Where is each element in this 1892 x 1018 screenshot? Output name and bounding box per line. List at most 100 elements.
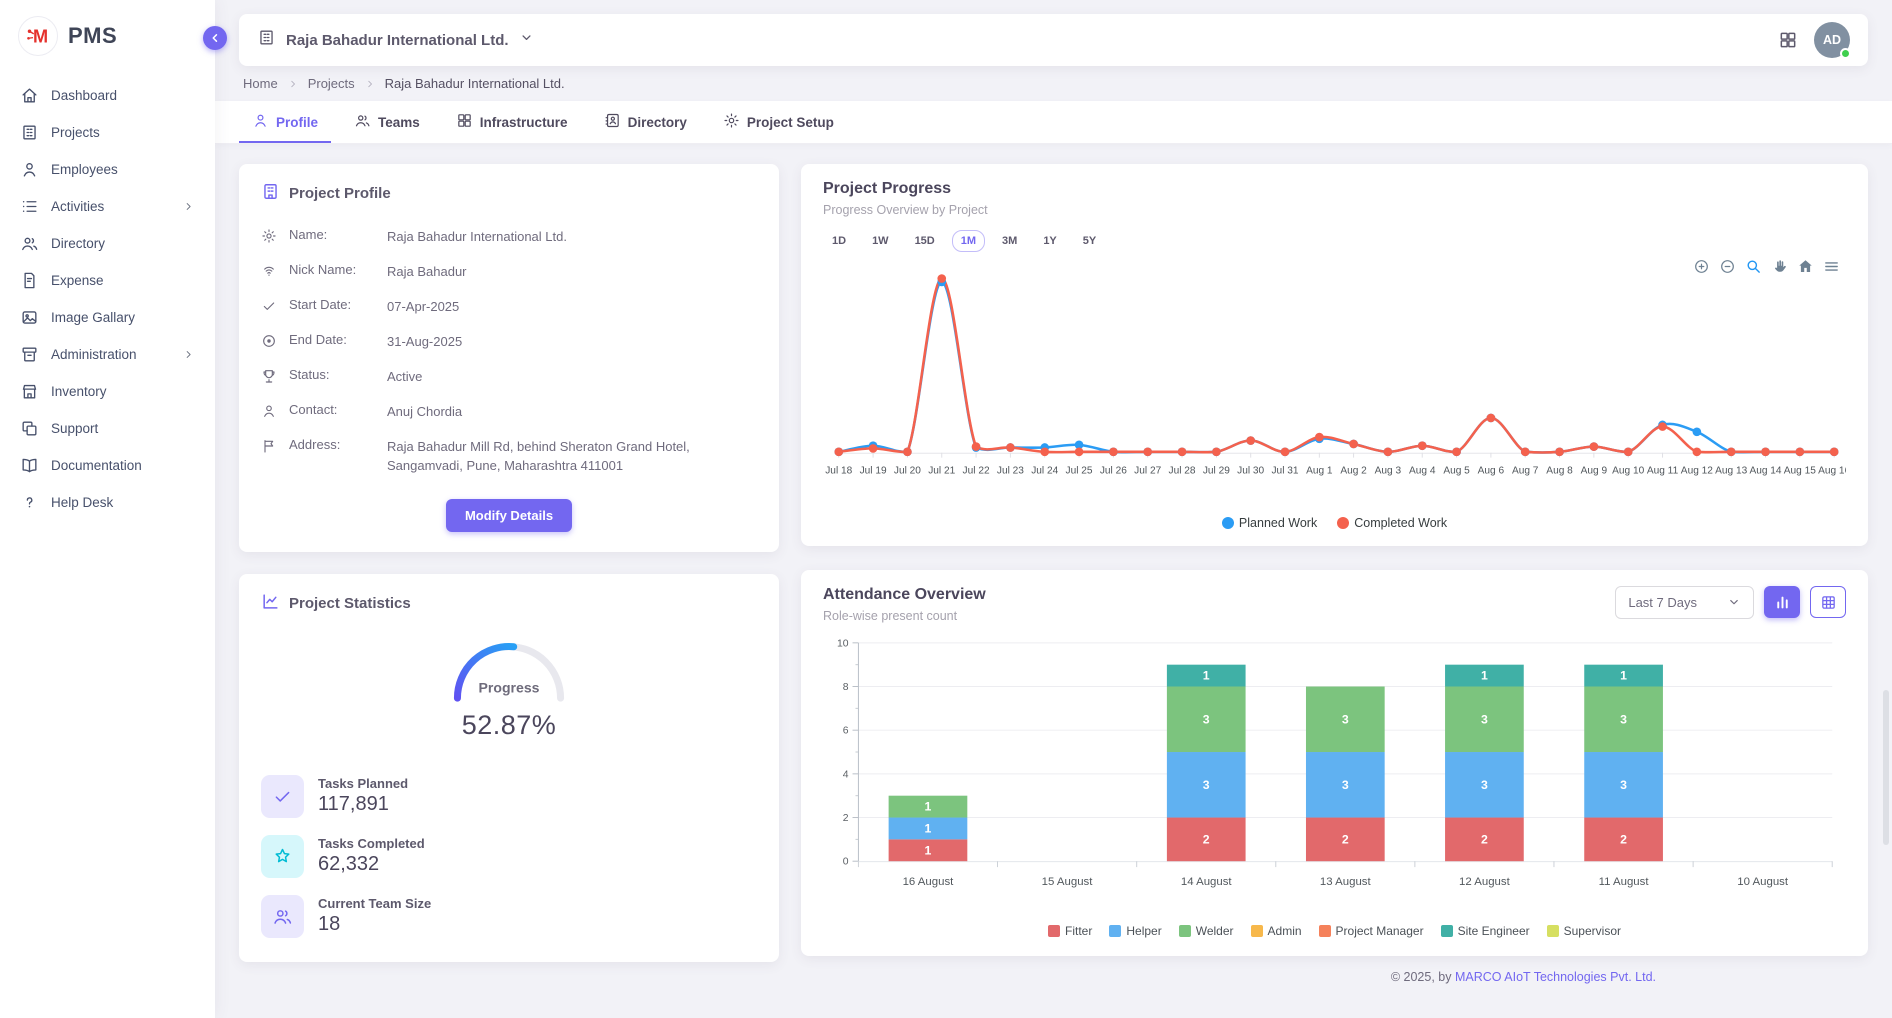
range-3m-button[interactable]: 3M [993, 230, 1026, 252]
profile-field-end-date: End Date:31-Aug-2025 [261, 324, 757, 359]
scrollbar-thumb[interactable] [1883, 690, 1889, 845]
zoom-in-icon[interactable] [1693, 258, 1710, 275]
legend-admin[interactable]: Admin [1251, 924, 1302, 938]
svg-text:Aug 10: Aug 10 [1612, 465, 1644, 476]
svg-text:2: 2 [1620, 832, 1627, 846]
table-grid-icon [1820, 594, 1837, 611]
project-profile-card: Project Profile Name:Raja Bahadur Intern… [239, 164, 779, 552]
pan-hand-icon[interactable] [1771, 258, 1788, 275]
breadcrumb: HomeProjectsRaja Bahadur International L… [239, 66, 1868, 99]
range-5y-button[interactable]: 5Y [1074, 230, 1105, 252]
svg-text:1: 1 [925, 821, 932, 835]
avatar[interactable]: AD [1814, 22, 1850, 58]
sidebar-item-documentation[interactable]: Documentation [0, 448, 215, 483]
range-1d-button[interactable]: 1D [823, 230, 855, 252]
question-icon [20, 493, 39, 512]
sidebar-item-inventory[interactable]: Inventory [0, 374, 215, 409]
svg-text:Aug 2: Aug 2 [1340, 465, 1367, 476]
reset-home-icon[interactable] [1797, 258, 1814, 275]
svg-text:Jul 25: Jul 25 [1066, 465, 1093, 476]
brand[interactable]: M PMS [0, 0, 215, 70]
legend-helper[interactable]: Helper [1109, 924, 1161, 938]
people-icon [261, 895, 304, 938]
apps-grid-icon[interactable] [1778, 30, 1798, 50]
progress-gauge: Progress 52.87% [261, 625, 757, 741]
menu-icon[interactable] [1823, 258, 1840, 275]
sidebar-item-dashboard[interactable]: Dashboard [0, 78, 215, 113]
svg-text:Jul 29: Jul 29 [1203, 465, 1230, 476]
svg-text:Jul 31: Jul 31 [1272, 465, 1299, 476]
sidebar-item-help-desk[interactable]: Help Desk [0, 485, 215, 520]
svg-text:Aug 9: Aug 9 [1581, 465, 1608, 476]
svg-text:2: 2 [1342, 832, 1349, 846]
tab-directory[interactable]: Directory [591, 101, 700, 143]
range-1m-button[interactable]: 1M [952, 230, 985, 252]
person-icon [20, 160, 39, 179]
svg-text:Aug 15: Aug 15 [1784, 465, 1816, 476]
date-range-select[interactable]: Last 7 Days [1615, 586, 1754, 619]
sidebar-item-directory[interactable]: Directory [0, 226, 215, 261]
chevron-left-icon [208, 31, 222, 45]
gear-icon [723, 112, 740, 132]
svg-text:Jul 19: Jul 19 [860, 465, 887, 476]
company-picker[interactable]: Raja Bahadur International Ltd. [257, 28, 534, 52]
card-title: Project Progress [823, 180, 951, 198]
sidebar-item-projects[interactable]: Projects [0, 115, 215, 150]
profile-field-address: Address:Raja Bahadur Mill Rd, behind She… [261, 429, 757, 483]
project-progress-chart[interactable]: Jul 18Jul 19Jul 20Jul 21Jul 22Jul 23Jul … [823, 256, 1846, 514]
sidebar-item-activities[interactable]: Activities [0, 189, 215, 224]
sidebar-item-expense[interactable]: Expense [0, 263, 215, 298]
sidebar-item-administration[interactable]: Administration [0, 337, 215, 372]
tab-profile[interactable]: Profile [239, 101, 331, 143]
trophy-icon [261, 367, 277, 387]
legend-project-manager[interactable]: Project Manager [1319, 924, 1424, 938]
tab-infrastructure[interactable]: Infrastructure [443, 101, 581, 143]
svg-text:Aug 1: Aug 1 [1306, 465, 1333, 476]
attendance-overview-card: Attendance Overview Role-wise present co… [801, 570, 1868, 956]
avatar-initials: AD [1823, 33, 1841, 47]
legend-supervisor[interactable]: Supervisor [1547, 924, 1621, 938]
list-icon [20, 197, 39, 216]
legend-planned-work[interactable]: Planned Work [1222, 516, 1317, 530]
chart-view-toggle[interactable] [1764, 586, 1800, 618]
date-range-value: Last 7 Days [1628, 595, 1697, 610]
stat-tasks-completed: Tasks Completed62,332 [261, 835, 757, 878]
fingerprint-icon [261, 262, 277, 282]
legend-site-engineer[interactable]: Site Engineer [1441, 924, 1530, 938]
modify-details-button[interactable]: Modify Details [446, 499, 572, 532]
sidebar-item-image-gallary[interactable]: Image Gallary [0, 300, 215, 335]
svg-text:3: 3 [1342, 778, 1349, 792]
sidebar-collapse-button[interactable] [203, 26, 227, 50]
breadcrumb-item[interactable]: Home [243, 76, 278, 91]
svg-text:Aug 6: Aug 6 [1478, 465, 1505, 476]
sidebar-item-label: Activities [51, 199, 170, 214]
legend-completed-work[interactable]: Completed Work [1337, 516, 1447, 530]
svg-text:Jul 27: Jul 27 [1134, 465, 1161, 476]
breadcrumb-item[interactable]: Projects [308, 76, 355, 91]
archive-icon [20, 345, 39, 364]
book-icon [20, 456, 39, 475]
range-15d-button[interactable]: 15D [906, 230, 944, 252]
svg-text:Jul 18: Jul 18 [825, 465, 852, 476]
svg-text:3: 3 [1342, 712, 1349, 726]
legend-fitter[interactable]: Fitter [1048, 924, 1092, 938]
legend-welder[interactable]: Welder [1179, 924, 1234, 938]
range-1w-button[interactable]: 1W [863, 230, 898, 252]
tab-project-setup[interactable]: Project Setup [710, 101, 847, 143]
footer-company-link[interactable]: MARCO AIoT Technologies Pvt. Ltd. [1455, 970, 1656, 984]
sidebar-item-support[interactable]: Support [0, 411, 215, 446]
attendance-chart[interactable]: 024681011116 August15 August233114 Augus… [823, 633, 1846, 920]
table-view-toggle[interactable] [1810, 586, 1846, 618]
tab-teams[interactable]: Teams [341, 101, 433, 143]
profile-field-name: Name:Raja Bahadur International Ltd. [261, 219, 757, 254]
people-icon [20, 234, 39, 253]
range-1y-button[interactable]: 1Y [1034, 230, 1065, 252]
image-icon [20, 308, 39, 327]
svg-text:1: 1 [1620, 668, 1627, 682]
zoom-out-icon[interactable] [1719, 258, 1736, 275]
stat-tasks-planned: Tasks Planned117,891 [261, 775, 757, 818]
check-icon [261, 775, 304, 818]
selection-zoom-icon[interactable] [1745, 258, 1762, 275]
sidebar-item-employees[interactable]: Employees [0, 152, 215, 187]
store-icon [20, 382, 39, 401]
